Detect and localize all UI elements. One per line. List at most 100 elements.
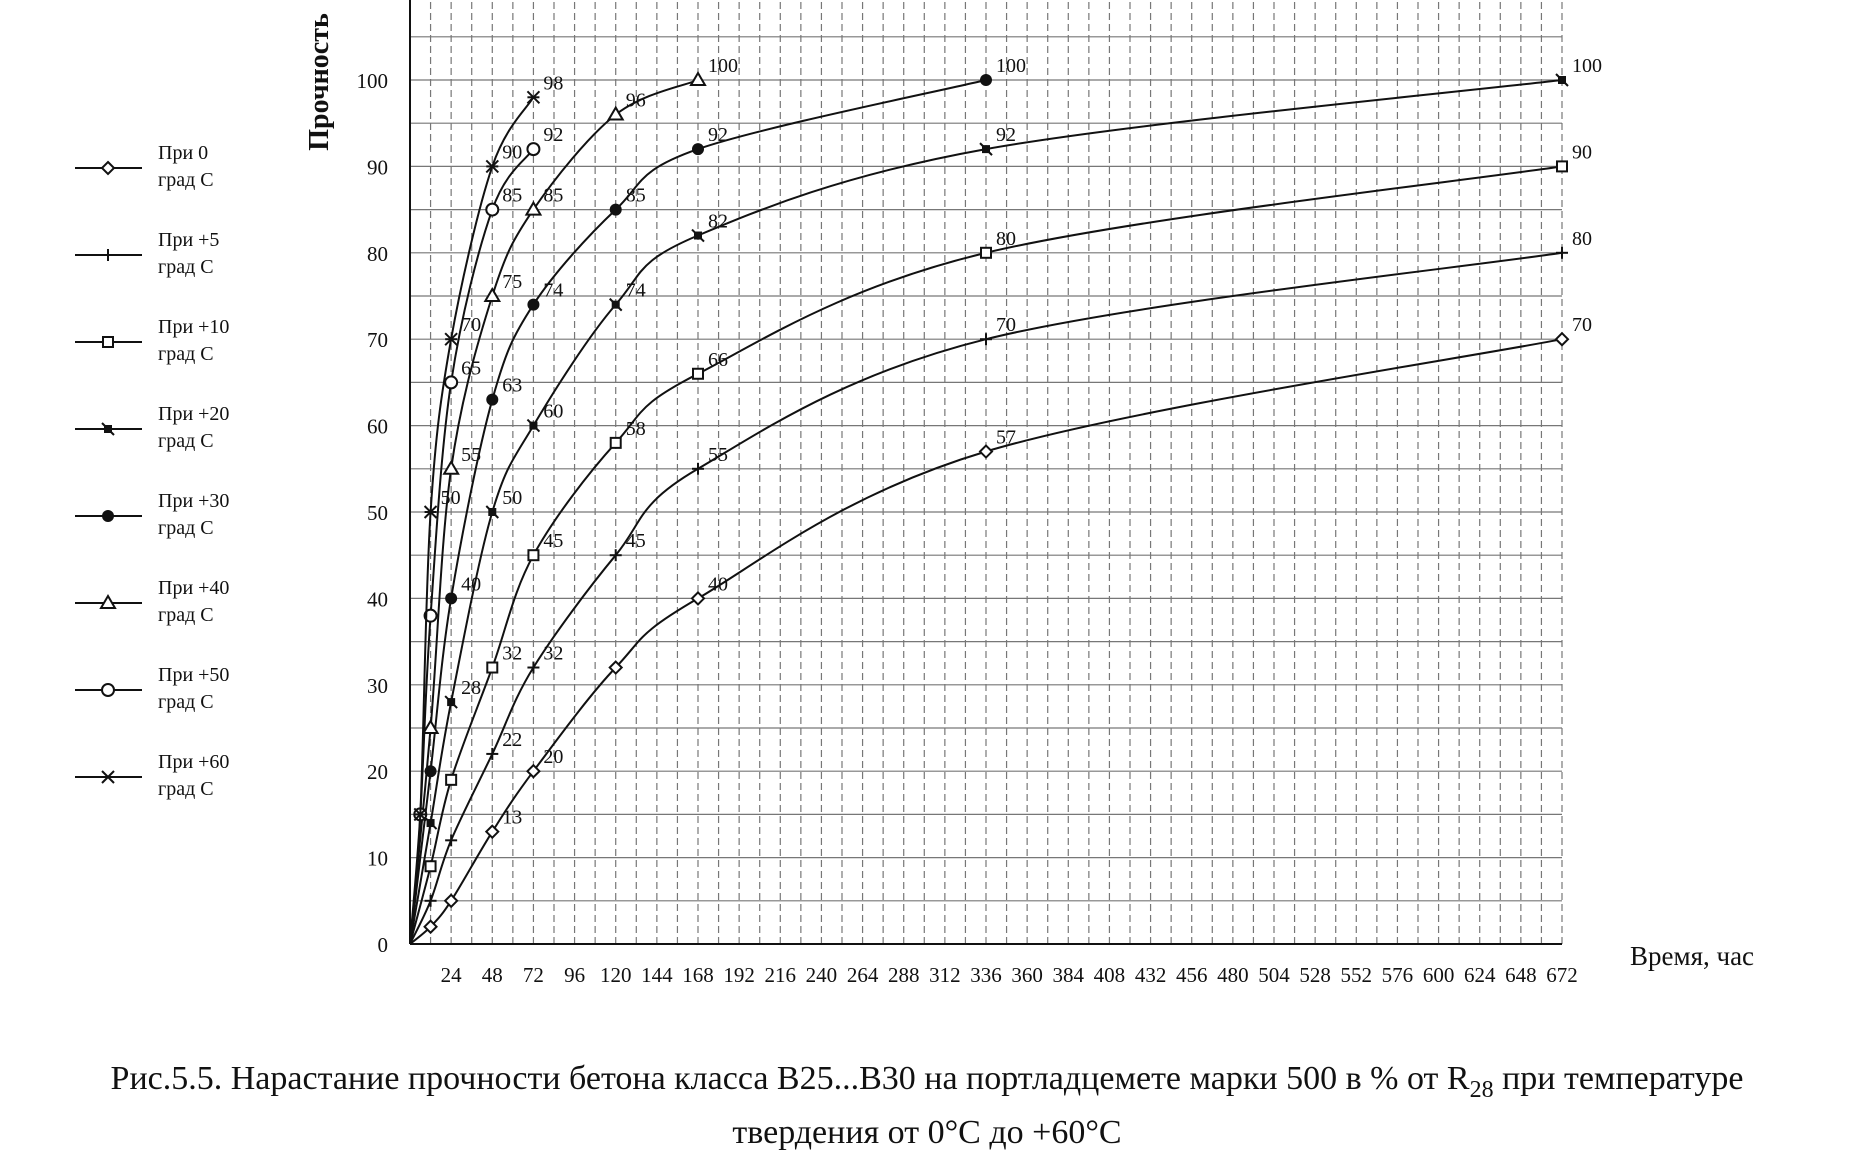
series-line — [409, 79, 987, 945]
y-tick-label: 80 — [367, 242, 388, 266]
x-tick-label: 168 — [682, 963, 714, 987]
x-axis-label: Время, час — [1630, 941, 1754, 971]
data-value-label: 40 — [461, 573, 481, 595]
square-shape — [609, 436, 622, 449]
data-value-label: 92 — [996, 124, 1016, 146]
data-point-marker — [423, 919, 438, 935]
x-tick-label: 576 — [1382, 963, 1414, 987]
data-value-label: 55 — [708, 444, 728, 466]
x-tick-label: 192 — [723, 963, 755, 987]
cross-stroke — [1555, 73, 1569, 87]
data-point-marker — [1556, 246, 1568, 259]
legend-label: При +40 — [158, 577, 229, 599]
legend-label: град С — [158, 691, 214, 713]
legend-label: При +5 — [158, 229, 219, 251]
data-point-marker — [526, 418, 541, 433]
data-value-label: 70 — [461, 314, 481, 336]
circle-shape — [423, 608, 438, 623]
x-tick-label: 120 — [600, 963, 632, 987]
data-point-marker — [609, 549, 622, 562]
x-tick-label: 96 — [564, 963, 585, 987]
data-point-marker — [691, 228, 705, 243]
data-value-label: 74 — [626, 280, 646, 302]
data-point-marker — [692, 143, 704, 156]
circle-shape — [444, 375, 459, 390]
data-point-marker — [444, 695, 458, 709]
data-point-marker — [526, 90, 541, 104]
data-point-marker — [423, 816, 438, 830]
data-value-label: 85 — [502, 185, 522, 207]
data-value-label: 45 — [626, 530, 646, 552]
x-tick-label: 456 — [1176, 963, 1208, 987]
x-tick-label: 648 — [1505, 963, 1537, 987]
data-value-label: 92 — [708, 124, 728, 146]
data-point-marker — [445, 834, 458, 847]
legend-label: град С — [158, 343, 214, 365]
diamond-shape — [690, 590, 706, 606]
chart-axes: 0 10 20 30 40 50 60 70 80 90 100 24 48 72 96 120 144 168 1… — [357, 0, 1578, 987]
x-tick-label: 504 — [1258, 963, 1290, 987]
chart-legend: При 0 град С При +5 град С При +10 град С При … — [75, 142, 229, 800]
data-value-label: 85 — [543, 185, 563, 207]
diamond-shape — [443, 893, 459, 909]
data-point-marker — [608, 660, 624, 675]
data-value-label: 50 — [502, 487, 522, 509]
legend-label: При +10 — [158, 316, 229, 338]
data-point-marker — [444, 332, 458, 346]
square-shape — [445, 773, 458, 786]
legend-marker — [102, 510, 114, 522]
data-value-label: 60 — [543, 401, 563, 423]
cross-stroke — [444, 695, 458, 709]
data-point-marker — [1554, 331, 1570, 347]
data-value-label: 92 — [543, 124, 563, 146]
circle-shape — [692, 143, 704, 156]
data-point-marker — [485, 159, 499, 174]
circle-shape — [485, 202, 500, 217]
legend-marker — [102, 249, 114, 261]
cross-stroke — [691, 228, 705, 243]
caption-subscript: 28 — [1469, 1076, 1494, 1103]
data-point-marker — [445, 592, 458, 605]
x-tick-label: 336 — [970, 963, 1002, 987]
x-tick-label: 384 — [1053, 963, 1085, 987]
chart-point-labels: 13 20 40 57 70 22 32 45 55 70 80 32 45 58 66 80 90 28 50 60… — [441, 55, 1602, 829]
x-tick-label: 288 — [888, 963, 920, 987]
triangle-shape — [689, 71, 707, 86]
data-value-label: 32 — [502, 643, 522, 665]
x-tick-label: 672 — [1546, 963, 1578, 987]
data-value-label: 50 — [441, 487, 461, 509]
data-value-label: 63 — [502, 375, 522, 397]
x-tick-label: 72 — [523, 963, 544, 987]
y-tick-label: 70 — [367, 328, 388, 352]
circle-shape — [526, 142, 541, 157]
data-value-label: 82 — [708, 211, 728, 233]
data-value-label: 90 — [502, 141, 522, 163]
data-value-label: 100 — [708, 55, 738, 77]
x-tick-label: 144 — [641, 963, 673, 987]
data-point-marker — [444, 375, 459, 390]
caption-line-2: твердения от 0°С до +60°С — [732, 1114, 1122, 1151]
circle-shape — [527, 298, 540, 311]
data-point-marker — [485, 505, 499, 519]
x-tick-label: 240 — [806, 963, 838, 987]
data-point-marker — [527, 298, 540, 311]
y-axis-label: Прочность — [304, 13, 335, 151]
triangle-shape — [421, 719, 440, 734]
data-point-marker — [979, 142, 993, 156]
cross-stroke — [979, 142, 993, 156]
circle-shape — [980, 74, 992, 86]
y-tick-label: 0 — [378, 933, 389, 957]
legend-marker — [102, 336, 114, 348]
x-tick-label: 360 — [1011, 963, 1043, 987]
x-tick-label: 552 — [1341, 963, 1373, 987]
x-tick-label: 48 — [482, 963, 503, 987]
data-point-marker — [980, 246, 992, 259]
data-point-marker — [424, 894, 437, 907]
data-point-marker — [606, 105, 625, 121]
square-shape — [692, 367, 704, 380]
data-value-label: 96 — [626, 90, 646, 112]
circle-shape — [101, 683, 115, 697]
data-value-label: 55 — [461, 444, 481, 466]
data-value-label: 20 — [543, 746, 563, 768]
square-shape — [424, 860, 437, 873]
